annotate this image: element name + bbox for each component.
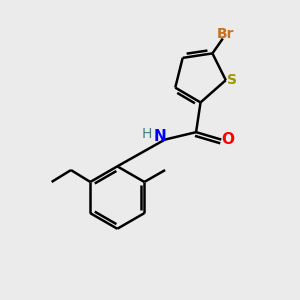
Text: S: S	[227, 73, 237, 87]
Text: Br: Br	[217, 27, 235, 41]
Text: N: N	[154, 129, 167, 144]
Text: H: H	[142, 127, 152, 141]
Text: O: O	[221, 132, 234, 147]
